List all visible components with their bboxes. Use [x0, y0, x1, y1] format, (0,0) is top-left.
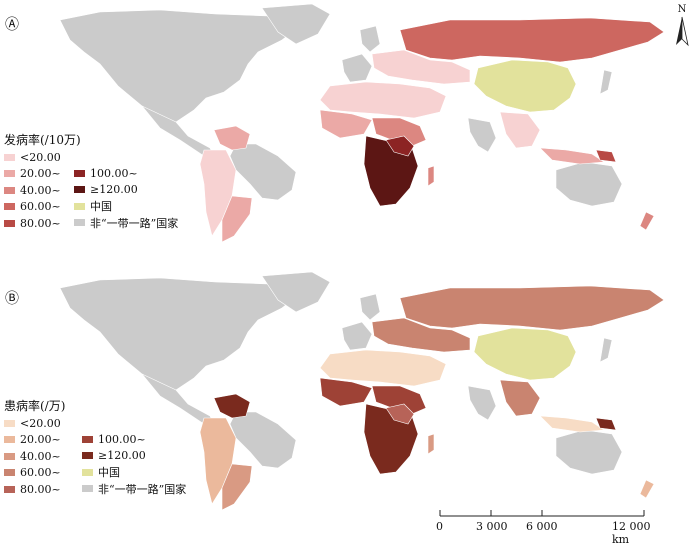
- legend-b-item-7: 中国: [82, 464, 186, 481]
- legend-b-item-8: 非“一带一路”国家: [82, 481, 186, 498]
- legend-a-item-3: 60.00~: [4, 199, 61, 216]
- legend-b-item-6: ≥120.00: [82, 448, 186, 465]
- legend-b-swatch-1: [4, 436, 15, 444]
- map-region-andes: [199, 417, 237, 505]
- scale-bar-line: [439, 510, 645, 517]
- map-region-venezuela: [213, 393, 251, 419]
- legend-b-swatch-8: [82, 485, 93, 493]
- legend-a-item-4: 80.00~: [4, 215, 61, 232]
- legend-a-item-5: 100.00~: [74, 165, 178, 182]
- legend-b-item-3: 60.00~: [4, 465, 61, 482]
- panel-b: Ⓑ 患病率(/万) <20.00 20.00~ 40.00~ 60.00~ 80…: [0, 268, 700, 537]
- map-region-eurasia: [371, 49, 471, 85]
- map-region-southern-cone: [221, 195, 253, 243]
- map-region-southeast-asia: [499, 379, 541, 417]
- map-region-east-africa: [385, 135, 415, 157]
- legend-b-item-0: <20.00: [4, 415, 61, 432]
- map-region-southeast-asia: [499, 111, 541, 149]
- legend-a-item-6: ≥120.00: [74, 182, 178, 199]
- legend-a-item-8: 非“一带一路”国家: [74, 215, 178, 232]
- map-region-southern-cone: [221, 463, 253, 511]
- scale-bar: 0 3 000 6 000 12 000 km: [436, 506, 666, 546]
- scale-tick-1: 3 000: [476, 520, 508, 533]
- legend-a-swatch-8: [74, 219, 85, 227]
- legend-b: 患病率(/万) <20.00 20.00~ 40.00~ 60.00~ 80.0…: [4, 397, 224, 509]
- legend-b-swatch-2: [4, 452, 15, 460]
- map-region-indonesia: [539, 147, 605, 165]
- legend-b-swatch-6: [82, 452, 93, 460]
- north-arrow: N: [672, 4, 692, 54]
- legend-a-swatch-1: [4, 170, 15, 178]
- map-region-venezuela: [213, 125, 251, 151]
- legend-a-item-7: 中国: [74, 198, 178, 215]
- legend-b-swatch-4: [4, 485, 15, 493]
- legend-b-item-4: 80.00~: [4, 481, 61, 498]
- legend-b-item-1: 20.00~: [4, 432, 61, 449]
- legend-b-title: 患病率(/万): [4, 399, 66, 413]
- map-region-china: [473, 59, 577, 113]
- legend-a-item-1: 20.00~: [4, 166, 61, 183]
- map-region-russia: [399, 285, 665, 331]
- legend-b-swatch-0: [4, 419, 15, 427]
- map-region-eurasia: [371, 317, 471, 353]
- legend-b-item-5: 100.00~: [82, 431, 186, 448]
- legend-b-swatch-3: [4, 469, 15, 477]
- legend-b-swatch-5: [82, 435, 93, 443]
- map-region-china: [473, 327, 577, 381]
- legend-a-swatch-3: [4, 203, 15, 211]
- map-region-indonesia: [539, 415, 605, 433]
- panel-a: Ⓐ N 发病率(/10万) <20.00 20.00~ 40.00~ 60.00…: [0, 0, 700, 268]
- panel-a-label: Ⓐ: [5, 17, 19, 33]
- map-region-north-africa: [319, 81, 447, 119]
- north-label: N: [677, 4, 687, 15]
- panel-b-label: Ⓑ: [5, 291, 19, 307]
- legend-a-swatch-5: [74, 169, 85, 177]
- legend-a-item-2: 40.00~: [4, 182, 61, 199]
- map-region-east-africa: [385, 403, 415, 425]
- legend-b-item-2: 40.00~: [4, 448, 61, 465]
- scale-tick-0: 0: [436, 520, 443, 533]
- map-region-png: [595, 417, 617, 431]
- map-region-new-zealand: [639, 211, 655, 231]
- map-region-russia: [399, 17, 665, 63]
- map-region-png: [595, 149, 617, 163]
- map-region-north-africa: [319, 349, 447, 387]
- map-region-west-africa: [319, 377, 373, 407]
- world-map-a: [59, 3, 665, 243]
- scale-tick-3: 12 000 km: [612, 520, 651, 546]
- map-region-new-zealand: [639, 479, 655, 499]
- legend-a-swatch-7: [74, 202, 85, 210]
- scale-tick-2: 6 000: [526, 520, 558, 533]
- legend-a-swatch-0: [4, 153, 15, 161]
- map-region-madagascar: [427, 433, 435, 455]
- map-region-andes: [199, 149, 237, 237]
- map-region-west-africa: [319, 109, 373, 139]
- legend-a-swatch-2: [4, 186, 15, 194]
- map-region-madagascar: [427, 165, 435, 187]
- legend-a-title: 发病率(/10万): [4, 133, 81, 147]
- legend-a-item-0: <20.00: [4, 149, 61, 166]
- map-region-central-africa: [371, 385, 427, 415]
- legend-a: 发病率(/10万) <20.00 20.00~ 40.00~ 60.00~ 80…: [4, 131, 224, 241]
- world-map-b: [59, 271, 665, 511]
- north-arrow-icon: [676, 16, 689, 47]
- legend-b-swatch-7: [82, 468, 93, 476]
- legend-a-swatch-4: [4, 219, 15, 227]
- map-region-central-africa: [371, 117, 427, 147]
- legend-a-swatch-6: [74, 186, 85, 194]
